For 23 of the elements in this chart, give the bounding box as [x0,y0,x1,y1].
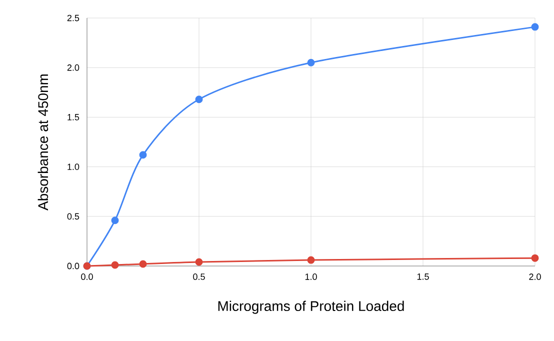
y-tick-label: 0.0 [67,262,80,270]
x-tick-label: 0.0 [81,274,93,280]
y-axis-title: Absorbance at 450nm [38,74,48,210]
x-tick-label: 0.5 [193,274,205,280]
x-tick-label: 1.0 [305,274,317,280]
y-tick-label: 2.0 [67,64,80,71]
point [195,96,203,104]
point [111,261,119,269]
x-tick-label: 1.5 [417,274,429,280]
point [139,151,147,159]
point [307,58,315,66]
point [195,258,203,266]
point [307,256,315,264]
y-tick-label: 1.0 [68,164,80,170]
x-tick-label: 2.0 [529,274,541,280]
point [531,23,539,31]
point [139,260,147,268]
x-axis-title: Micrograms of Protein Loaded [218,300,404,314]
y-tick-label: 2.5 [67,14,80,22]
point [111,216,119,224]
y-tick-label: 1.5 [68,114,80,120]
y-tick-label: 0.5 [67,213,80,220]
point [531,254,539,262]
